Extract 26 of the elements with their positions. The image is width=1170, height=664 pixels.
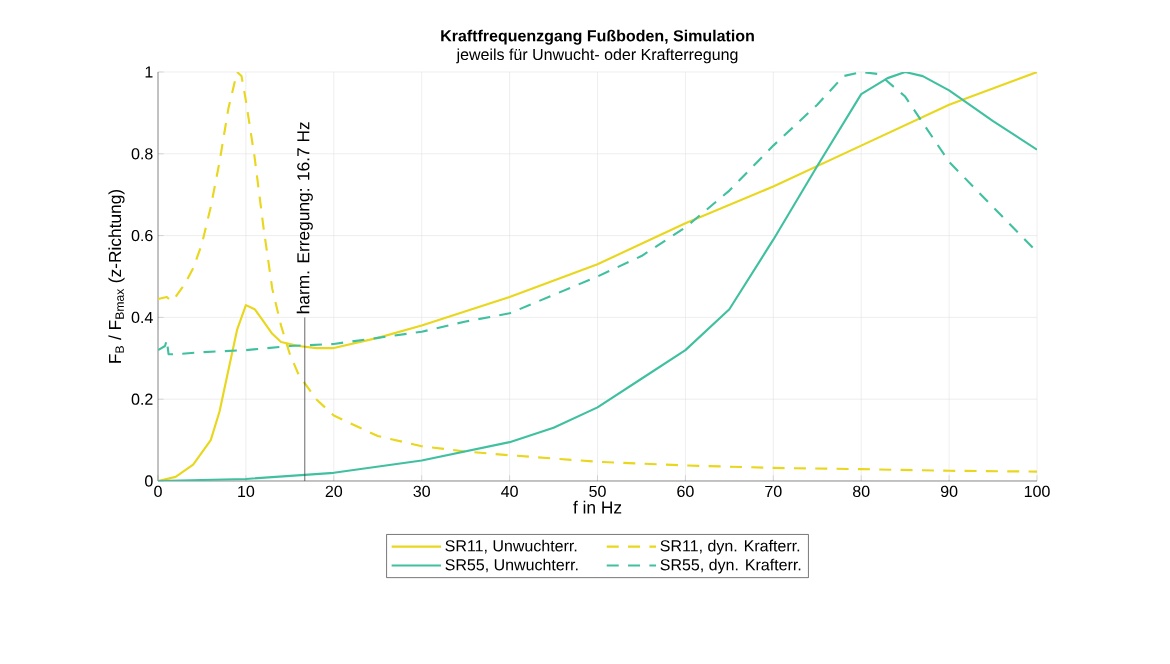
y-tick-label: 0.4 [131,311,153,324]
legend-label: SR11, Unwuchterr. [445,539,577,554]
y-tick-label: 0.6 [131,229,153,242]
x-tick-label: 0 [154,485,162,498]
x-tick-label: 10 [238,485,255,498]
legend-label: SR55, dyn. Krafterr. [660,558,801,574]
y-tick-label: 1 [145,66,153,78]
x-tick-label: 40 [501,485,518,498]
x-tick-label: 100 [1024,485,1050,498]
y-tick-label: 0.2 [131,393,153,405]
legend-label: SR11, dyn. Krafterr. [660,539,800,555]
x-tick-label: 80 [853,485,870,498]
y-tick-label: 0.8 [131,148,153,160]
x-tick-label: 50 [589,485,606,498]
chart-subtitle: jeweils für Unwucht- oder Krafterregung [456,48,738,64]
x-tick-label: 60 [677,485,694,498]
y-tick-label: 0 [145,475,153,487]
ref-line-label: harm. Erregung: 16.7 Hz [296,122,313,314]
chart-title: Kraftfrequenzgang Fußboden, Simulation [441,29,754,45]
x-tick-label: 30 [413,485,430,498]
x-tick-label: 70 [765,485,782,498]
x-tick-label: 90 [940,485,958,498]
y-axis-title: F$_{B}$ / F$_{Bmax}$ (z-Richtung) [108,189,125,363]
legend-label: SR55, Unwuchterr. [445,558,578,573]
x-axis-title: f in Hz [573,500,622,514]
x-tick-label: 20 [325,485,343,498]
